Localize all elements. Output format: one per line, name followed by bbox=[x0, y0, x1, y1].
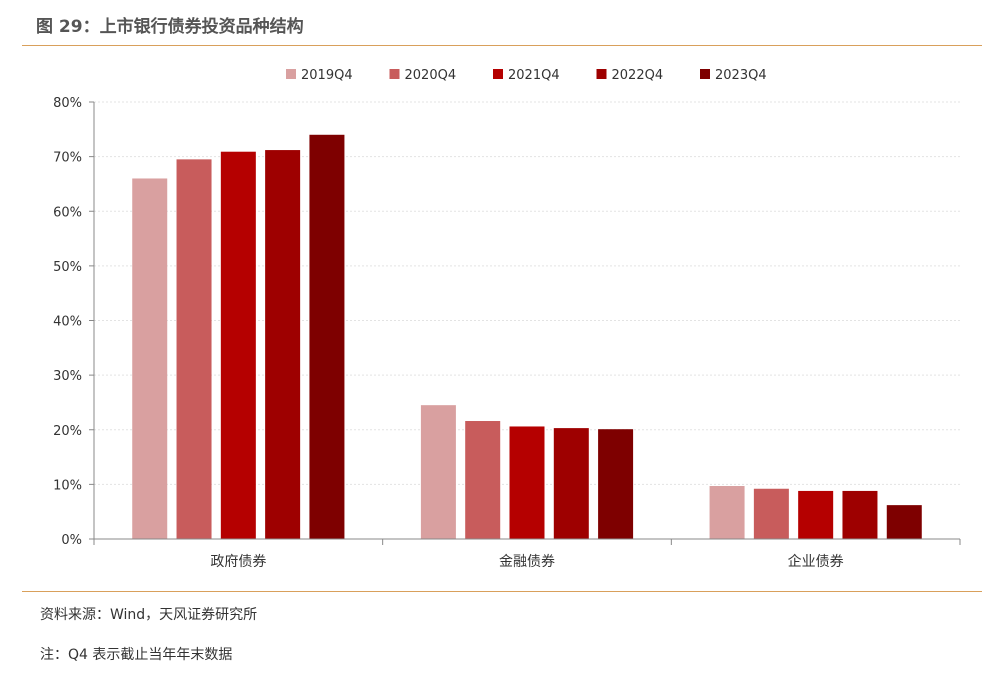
chart-bars bbox=[132, 134, 922, 539]
legend-label: 2019Q4 bbox=[301, 68, 353, 83]
bar bbox=[886, 505, 922, 539]
y-tick-label: 0% bbox=[61, 533, 82, 548]
bar bbox=[220, 151, 256, 539]
y-tick-label: 30% bbox=[53, 369, 82, 384]
legend-swatch bbox=[596, 69, 607, 79]
bar bbox=[176, 159, 212, 539]
chart-svg: 2019Q4 2020Q4 2021Q4 2022Q4 2023Q4 0% 10% 20% 3… bbox=[53, 68, 961, 570]
bar bbox=[309, 134, 345, 539]
x-category-label: 企业债券 bbox=[788, 553, 844, 570]
y-tick-label: 70% bbox=[53, 151, 82, 166]
footnote: 注：Q4 表示截止当年年末数据 bbox=[40, 647, 233, 663]
legend-swatch bbox=[493, 69, 503, 79]
bar bbox=[265, 150, 301, 539]
x-category-label: 金融债券 bbox=[499, 554, 555, 570]
legend-swatch bbox=[286, 69, 296, 79]
figure-footer: 资料来源：Wind，天风证券研究所 注：Q4 表示截止当年年末数据 bbox=[22, 591, 982, 663]
legend-label: 2020Q4 bbox=[405, 68, 457, 83]
legend-swatch bbox=[389, 69, 400, 79]
legend-label: 2023Q4 bbox=[715, 68, 767, 83]
figure-title: 图 29：上市银行债券投资品种结构 bbox=[36, 17, 304, 37]
bar bbox=[598, 429, 634, 539]
y-tick-label: 50% bbox=[53, 260, 82, 275]
bar bbox=[709, 486, 745, 539]
bar bbox=[465, 421, 501, 539]
chart-legend: 2019Q4 2020Q4 2021Q4 2022Q4 2023Q4 bbox=[286, 68, 767, 83]
source-note: 资料来源：Wind，天风证券研究所 bbox=[40, 607, 258, 623]
bar bbox=[420, 405, 456, 539]
bar-chart: 2019Q4 2020Q4 2021Q4 2022Q4 2023Q4 0% 10% 20% 3… bbox=[22, 46, 982, 592]
bar bbox=[842, 490, 878, 539]
legend-label: 2022Q4 bbox=[612, 68, 664, 83]
y-tick-label: 40% bbox=[53, 315, 82, 330]
legend-label: 2021Q4 bbox=[508, 68, 560, 83]
legend-swatch bbox=[700, 69, 710, 79]
y-tick-label: 20% bbox=[53, 424, 82, 439]
figure-header: 图 29：上市银行债券投资品种结构 bbox=[22, 0, 982, 46]
bar bbox=[553, 428, 589, 539]
bar bbox=[798, 490, 834, 539]
x-category-label: 政府债券 bbox=[210, 554, 266, 570]
bar bbox=[753, 488, 789, 539]
bar bbox=[509, 426, 545, 539]
bar bbox=[132, 178, 168, 539]
y-tick-label: 60% bbox=[53, 205, 82, 220]
y-tick-label: 10% bbox=[53, 478, 82, 493]
chart-axes: 0% 10% 20% 30% 40% 50% 60% 70% 80% 政府债券 金融债券 企业债券 bbox=[53, 96, 961, 570]
y-tick-label: 80% bbox=[53, 96, 82, 111]
